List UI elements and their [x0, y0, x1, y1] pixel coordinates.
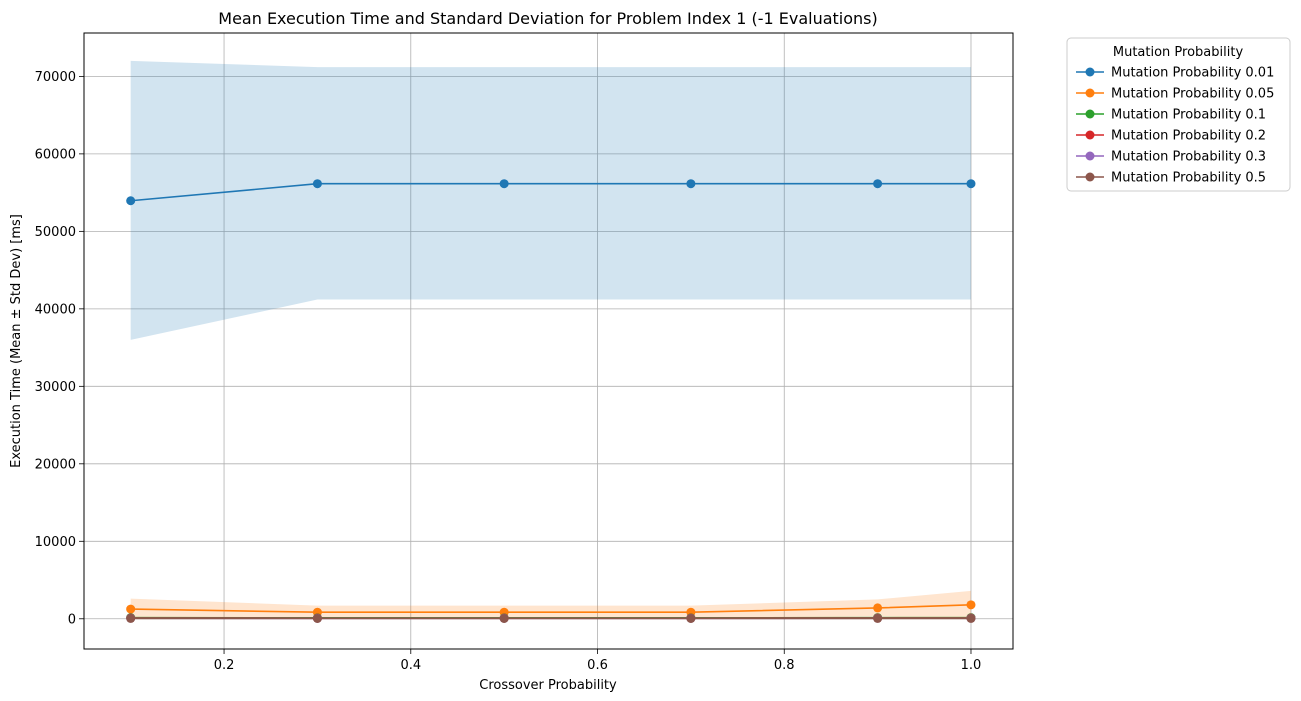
grid-layer	[84, 33, 1013, 649]
y-tick-label: 70000	[35, 70, 76, 85]
data-point-series-6	[966, 613, 976, 623]
data-point-series-2	[126, 604, 136, 614]
x-tick-label: 0.6	[587, 658, 608, 673]
legend-title: Mutation Probability	[1113, 45, 1244, 60]
legend-label-series-2: Mutation Probability 0.05	[1111, 87, 1274, 102]
data-point-series-2	[873, 603, 883, 613]
data-point-series-1	[873, 179, 883, 189]
y-tick-label: 60000	[35, 147, 76, 162]
y-tick-label: 20000	[35, 457, 76, 472]
legend-marker-series-6	[1085, 172, 1095, 182]
mean-lines	[126, 179, 976, 623]
data-point-series-2	[966, 600, 976, 610]
std-dev-band-series-1	[130, 60, 971, 340]
chart-title: Mean Execution Time and Standard Deviati…	[218, 9, 877, 28]
legend-marker-series-4	[1085, 130, 1095, 140]
legend-label-series-5: Mutation Probability 0.3	[1111, 150, 1266, 165]
data-point-series-1	[499, 179, 509, 189]
data-point-series-1	[126, 196, 136, 206]
data-point-series-6	[499, 613, 509, 623]
y-tick-label: 10000	[35, 535, 76, 550]
y-tick-label: 40000	[35, 302, 76, 317]
data-point-series-6	[126, 613, 136, 623]
legend: Mutation Probability Mutation Probabilit…	[1066, 37, 1291, 192]
legend-label-series-1: Mutation Probability 0.01	[1111, 66, 1274, 81]
legend-label-series-6: Mutation Probability 0.5	[1111, 171, 1266, 186]
data-point-series-1	[686, 179, 696, 189]
mean-line-series-1	[130, 182, 971, 202]
data-point-series-1	[966, 179, 976, 189]
x-tick-label: 0.4	[400, 658, 421, 673]
x-tick-label: 0.2	[214, 658, 235, 673]
axis-ticks: 0.2 0.4 0.6 0.8 1.0 0 10000 20000 30000 40000 5000…	[35, 70, 982, 673]
x-tick-label: 1.0	[961, 658, 982, 673]
legend-marker-series-3	[1085, 109, 1095, 119]
y-axis-title: Execution Time (Mean ± Std Dev) [ms]	[9, 214, 24, 468]
legend-items: Mutation Probability 0.01 Mutation Probab…	[1076, 66, 1274, 186]
legend-label-series-3: Mutation Probability 0.1	[1111, 108, 1266, 123]
legend-marker-series-2	[1085, 88, 1095, 98]
y-tick-label: 0	[68, 612, 76, 627]
legend-box	[1066, 37, 1291, 192]
y-tick-label: 30000	[35, 380, 76, 395]
plot-frame	[83, 32, 1014, 650]
y-tick-label: 50000	[35, 225, 76, 240]
data-point-series-6	[686, 613, 696, 623]
legend-label-series-4: Mutation Probability 0.2	[1111, 129, 1266, 144]
data-point-series-6	[873, 613, 883, 623]
legend-marker-series-5	[1085, 151, 1095, 161]
data-point-series-6	[312, 613, 322, 623]
data-point-series-1	[312, 179, 322, 189]
x-tick-label: 0.8	[774, 658, 795, 673]
x-axis-title: Crossover Probability	[479, 678, 617, 693]
legend-marker-series-1	[1085, 67, 1095, 77]
mean-line-series-2	[130, 604, 972, 613]
